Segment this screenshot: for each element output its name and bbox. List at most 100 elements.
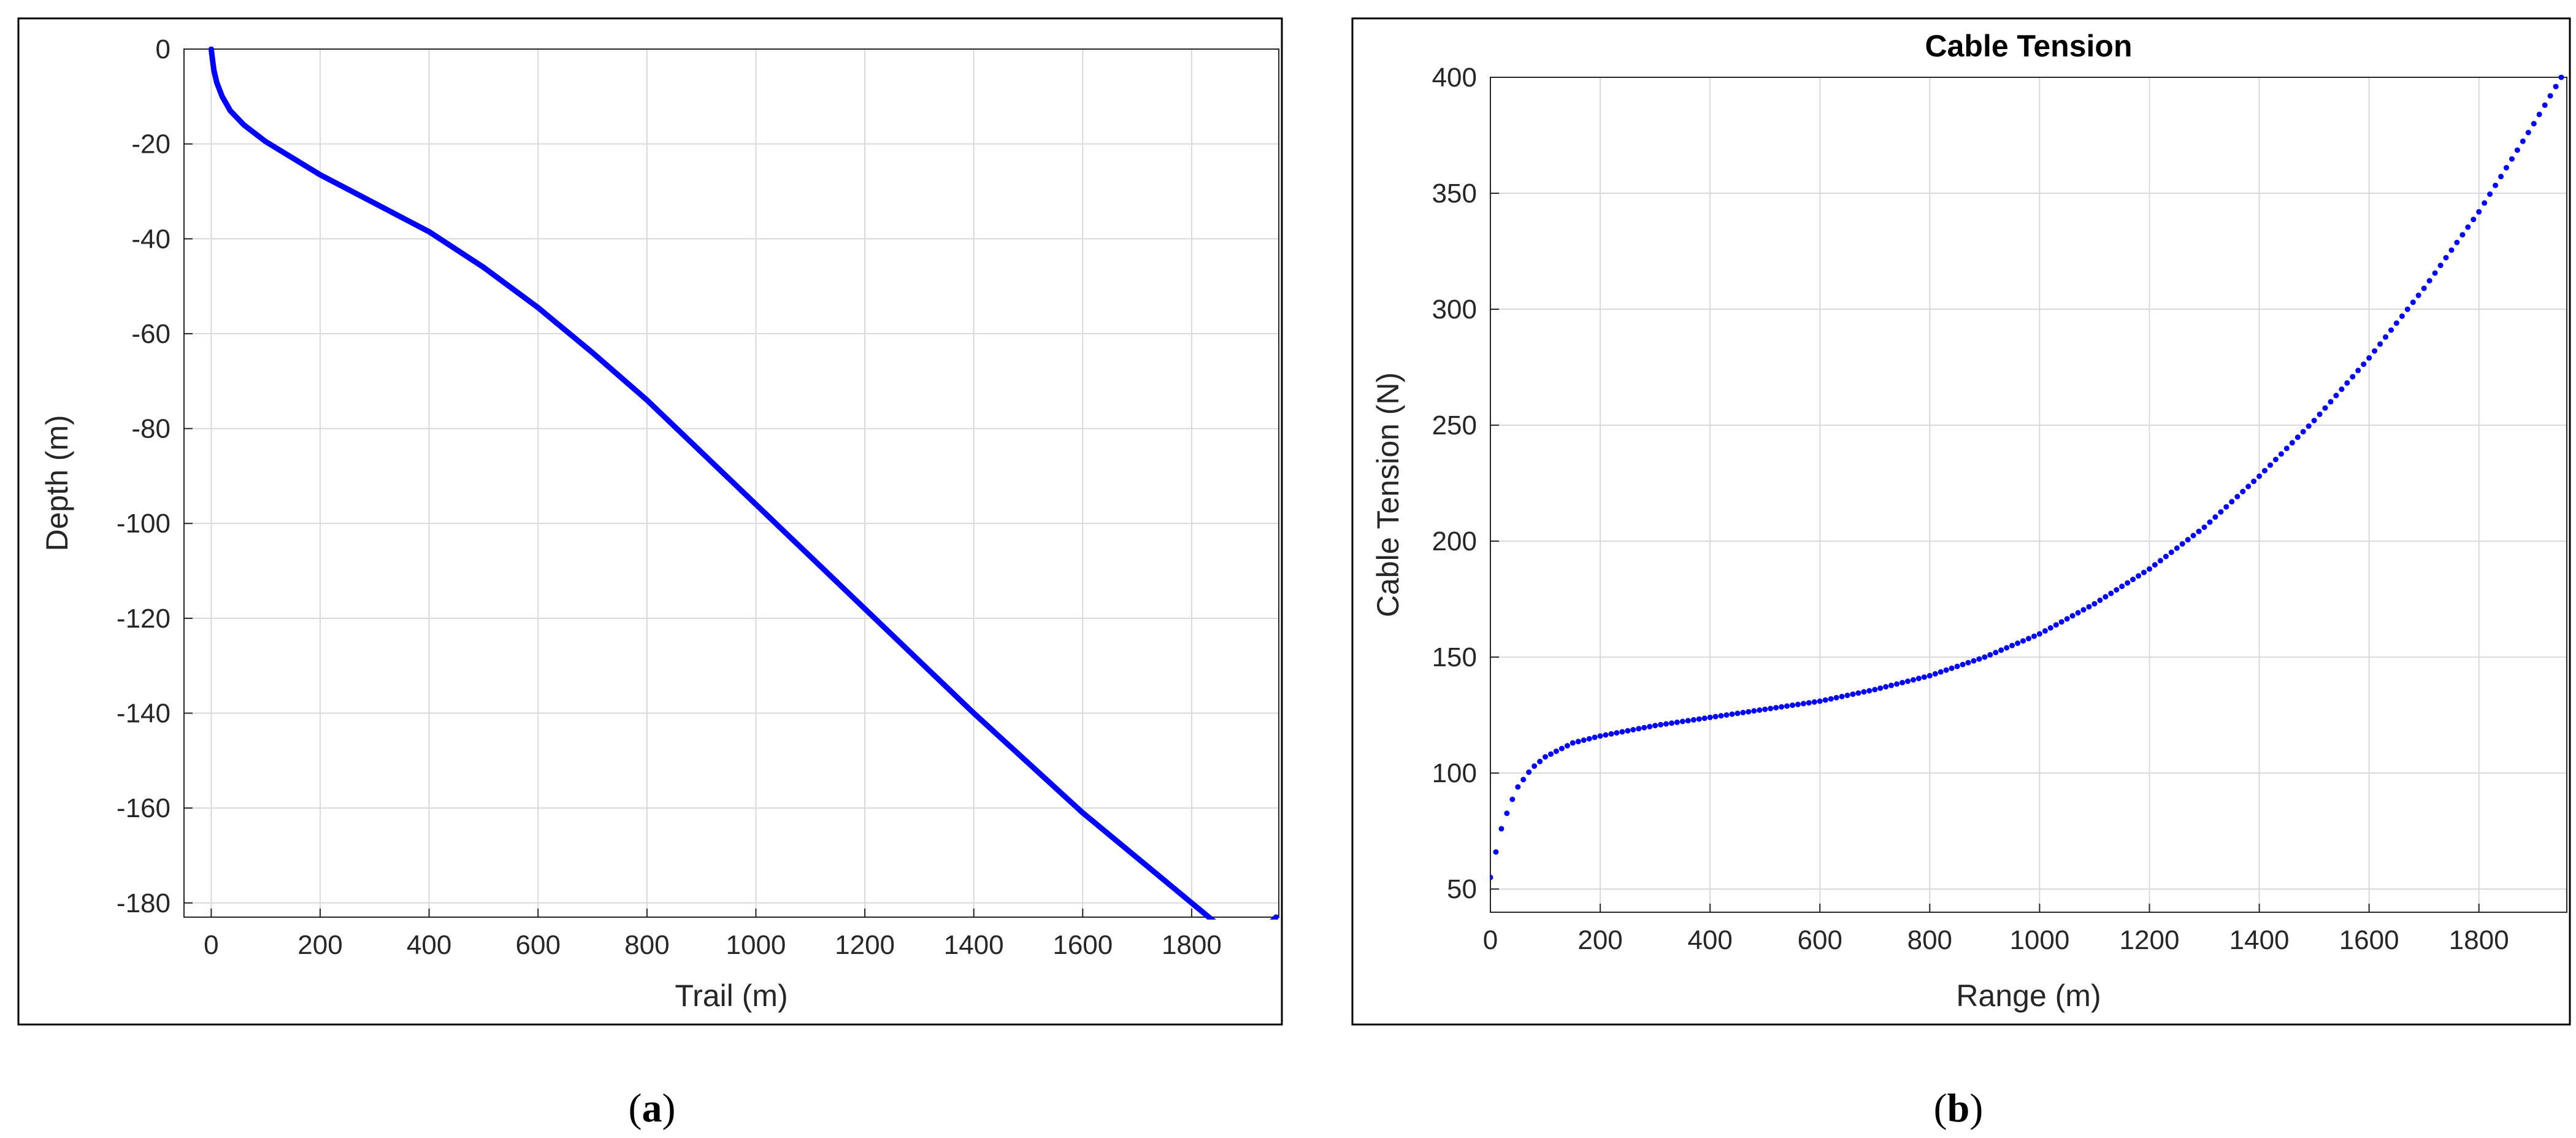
data-point [1603,732,1609,738]
depth-profile-line [208,47,1279,920]
x-tick-label: 800 [1907,925,1952,955]
data-point [1877,685,1884,691]
data-point [2157,558,2163,564]
x-tick-label: 1000 [2009,925,2069,955]
data-point [2256,473,2263,479]
data-point [1806,700,1812,706]
data-point [1987,652,1993,658]
data-point [1915,675,1922,682]
data-point [2163,553,2169,559]
data-point [2520,138,2526,144]
data-point [2465,224,2471,230]
data-point [1652,723,1658,729]
data-point [2031,633,2037,639]
data-point [1943,667,1949,673]
data-point [1768,705,1774,712]
data-point [2174,545,2180,551]
data-point [1608,731,1614,737]
data-point [1674,719,1680,725]
data-point [1553,748,1559,755]
y-tick-label: 50 [1447,874,1477,904]
data-point [1630,727,1636,732]
data-point [1619,729,1625,735]
chart-title: Cable Tension [1925,29,2132,63]
data-point [1800,701,1806,707]
data-point [1866,688,1873,694]
data-point [2125,580,2131,586]
data-point [1965,659,1971,666]
data-point [2388,327,2394,333]
data-point [2504,164,2509,171]
data-point [2448,247,2455,253]
y-tick-label: 250 [1432,410,1477,440]
data-point [2036,631,2042,637]
plot-area [183,48,1279,918]
data-point [1795,701,1801,707]
x-tick-label: 1800 [1162,930,1222,960]
data-point [1839,693,1845,699]
data-point [2147,566,2152,572]
data-point [2525,129,2531,136]
chart-panel-b: 0 200 400 600 800 1000 1200 1400 1600 1800 50 100 15… [1351,17,2571,1131]
data-point [1558,745,1565,752]
data-point [1971,658,1977,664]
data-point [2355,367,2361,374]
data-point [2020,638,2026,644]
data-point [2042,628,2048,634]
data-point [1685,718,1691,724]
data-point [1636,726,1642,732]
x-tick-label: 1800 [2449,925,2509,955]
data-point [1504,810,1510,817]
y-tick-label: -120 [117,604,171,634]
data-point [1570,740,1576,746]
data-point [2245,483,2252,490]
data-point [1520,777,1527,783]
data-point [2547,93,2553,99]
data-point [1740,710,1746,715]
x-axis-label: Trail (m) [675,978,788,1013]
data-point [2272,456,2279,463]
data-point [2361,361,2367,367]
x-tick-label: 0 [204,930,218,960]
data-point [2383,334,2388,340]
data-point [2322,405,2328,411]
data-point [1938,669,1944,675]
data-point [2015,640,2021,646]
data-point [1888,682,1895,688]
data-point [2514,147,2520,153]
data-point [2152,562,2158,568]
data-point [1707,714,1713,720]
data-point [1899,680,1906,686]
y-tick-label: 300 [1432,294,1477,325]
data-point [2141,569,2147,575]
data-point [1548,751,1554,757]
data-point [2311,418,2317,423]
data-point [2459,232,2466,238]
data-point [2185,537,2191,543]
data-point [1926,672,1933,679]
data-point [2536,112,2542,117]
data-point [1690,717,1696,723]
data-point [1817,698,1823,704]
data-point [2179,541,2185,547]
data-point [2130,577,2136,582]
data-point [2289,440,2295,446]
data-point [2493,182,2499,188]
data-point [1564,743,1570,749]
data-point [1723,712,1730,718]
x-tick-label: 800 [624,930,669,960]
data-point [2558,75,2564,80]
data-point [1575,739,1581,745]
data-point [1509,796,1516,802]
data-point [2531,121,2537,127]
data-point [2339,386,2345,392]
y-tick-label: 0 [156,34,171,64]
panel-caption: (b) [1934,1086,1984,1131]
data-point [2267,462,2273,468]
y-axis-label: Cable Tension (N) [1371,372,1405,617]
data-point [2086,604,2092,610]
x-tick-label: 600 [516,930,561,960]
data-point [1822,697,1828,703]
data-point [2344,380,2350,386]
data-point [2058,619,2064,625]
